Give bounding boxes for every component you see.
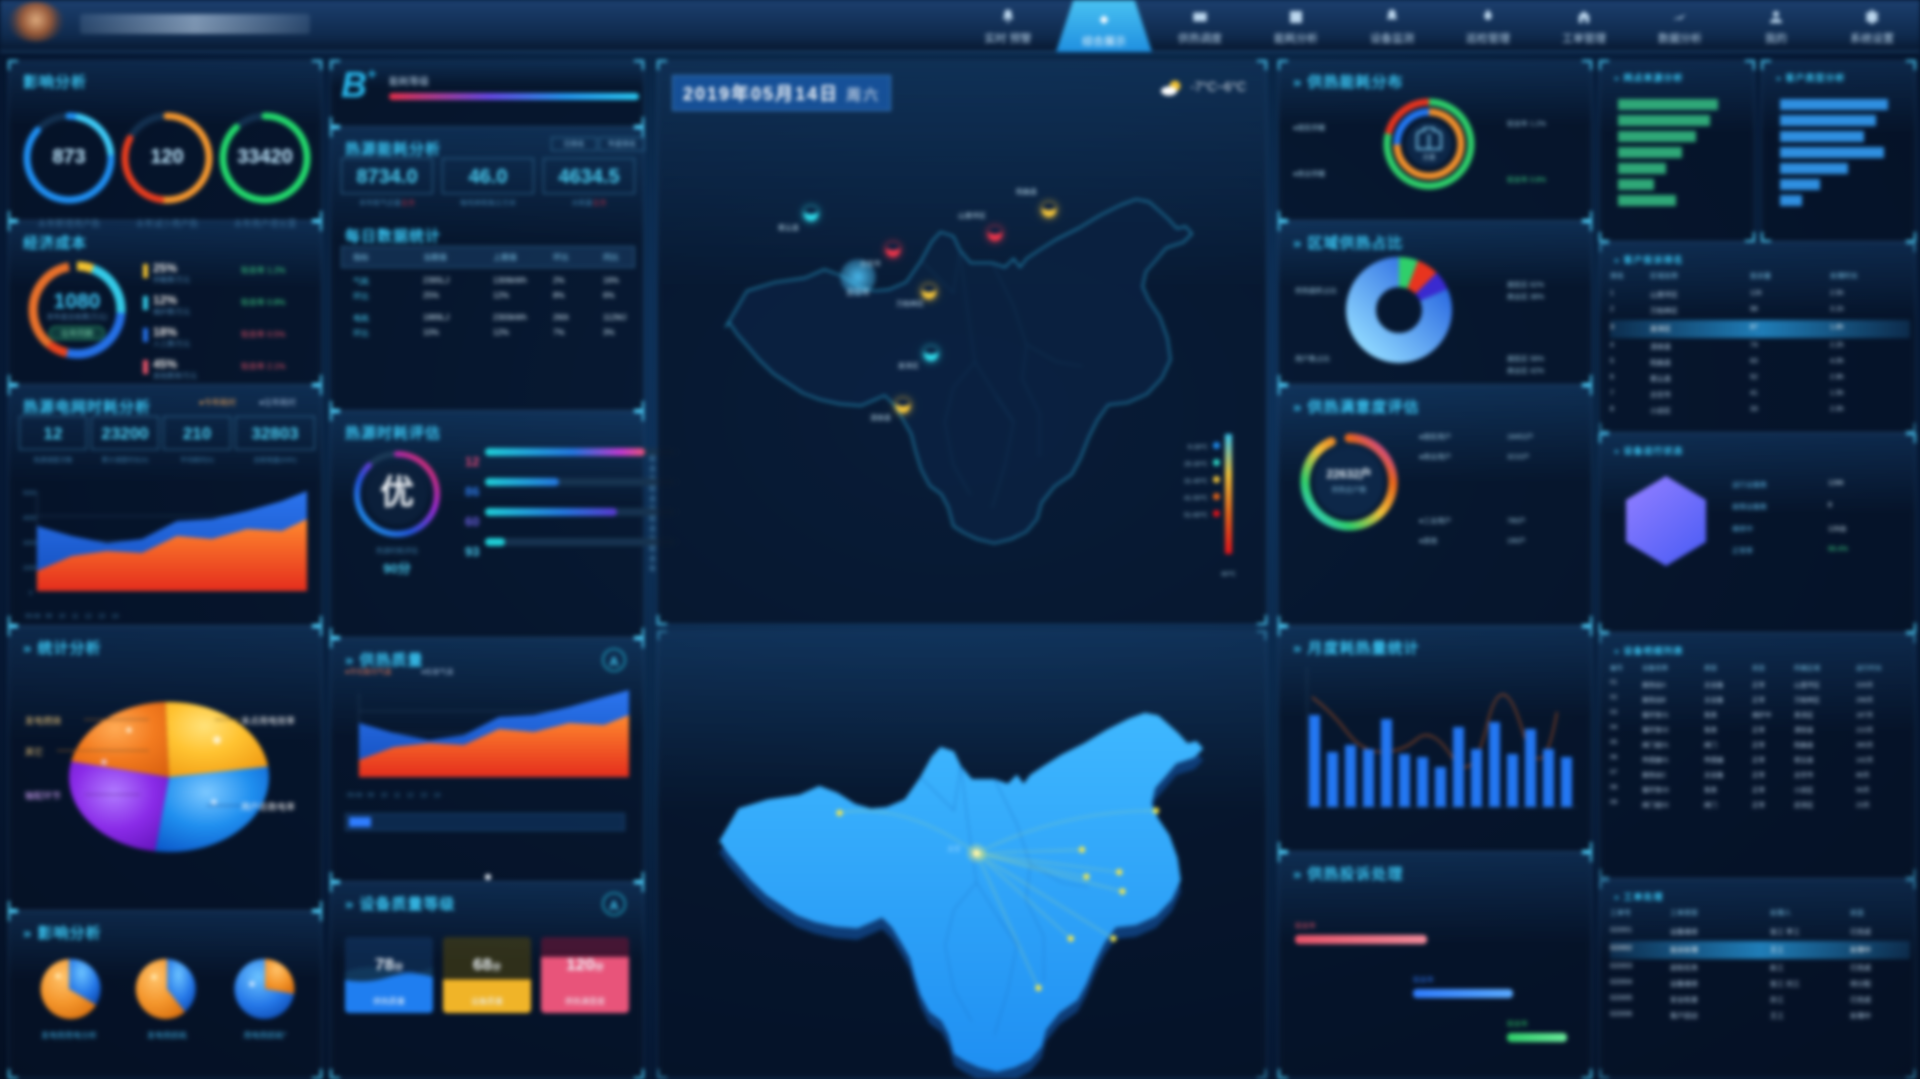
svg-text:供热总户数: 供热总户数: [1332, 485, 1367, 494]
svg-text:22632户: 22632户: [1326, 466, 1371, 481]
svg-text:4000: 4000: [23, 516, 37, 522]
svg-text:2000: 2000: [23, 566, 37, 572]
svg-text:3000: 3000: [23, 541, 37, 547]
svg-text:5000: 5000: [23, 491, 37, 497]
svg-text:A: A: [609, 898, 619, 913]
svg-text:优: 优: [380, 474, 414, 512]
svg-text:0: 0: [29, 591, 33, 597]
svg-text:A: A: [609, 654, 619, 669]
